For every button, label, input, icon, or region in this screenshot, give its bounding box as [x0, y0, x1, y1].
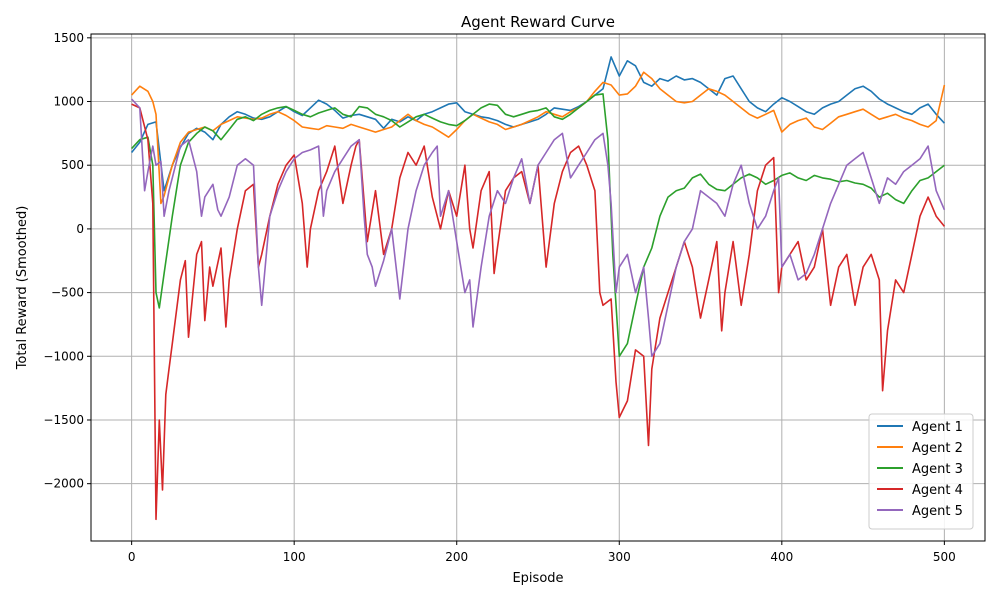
- legend-box: [868, 413, 974, 530]
- y-tick-label: 500: [61, 158, 84, 172]
- legend-label: Agent 4: [912, 483, 963, 498]
- y-tick-label: 1000: [53, 95, 84, 109]
- y-tick-label: −2000: [43, 477, 84, 491]
- x-tick-label: 500: [933, 550, 956, 564]
- series-lines: [130, 56, 946, 521]
- grid: [91, 34, 985, 541]
- x-tick-label: 300: [608, 550, 631, 564]
- x-axis-title: Episode: [512, 571, 563, 586]
- axes-frame: [90, 33, 986, 542]
- chart-title: Agent Reward Curve: [461, 13, 615, 31]
- legend: Agent 1 Agent 2 Agent 3 Agent 4 Agent 5: [868, 413, 974, 530]
- y-tick-label: −1500: [43, 413, 84, 427]
- x-tick-label: 400: [770, 550, 793, 564]
- y-tick-label: −500: [51, 286, 84, 300]
- legend-label: Agent 1: [912, 420, 963, 435]
- x-tick-label: 100: [283, 550, 306, 564]
- ticks: 0 100 200 300 400 500 −2000 −1500 −1000 −500 0 500 1…: [43, 31, 955, 564]
- series-line-5: [131, 98, 946, 358]
- series-line-2: [131, 71, 946, 205]
- x-tick-label: 200: [445, 550, 468, 564]
- y-tick-label: −1000: [43, 349, 84, 363]
- y-axis-title: Total Reward (Smoothed): [15, 206, 30, 371]
- y-tick-label: 0: [76, 222, 84, 236]
- y-tick-label: 1500: [53, 31, 84, 45]
- series-line-4: [131, 103, 946, 521]
- series-line-1: [130, 56, 945, 192]
- legend-label: Agent 2: [912, 441, 963, 456]
- legend-label: Agent 5: [912, 504, 963, 519]
- series-line-3: [131, 93, 945, 358]
- legend-label: Agent 3: [912, 462, 963, 477]
- x-tick-label: 0: [128, 550, 136, 564]
